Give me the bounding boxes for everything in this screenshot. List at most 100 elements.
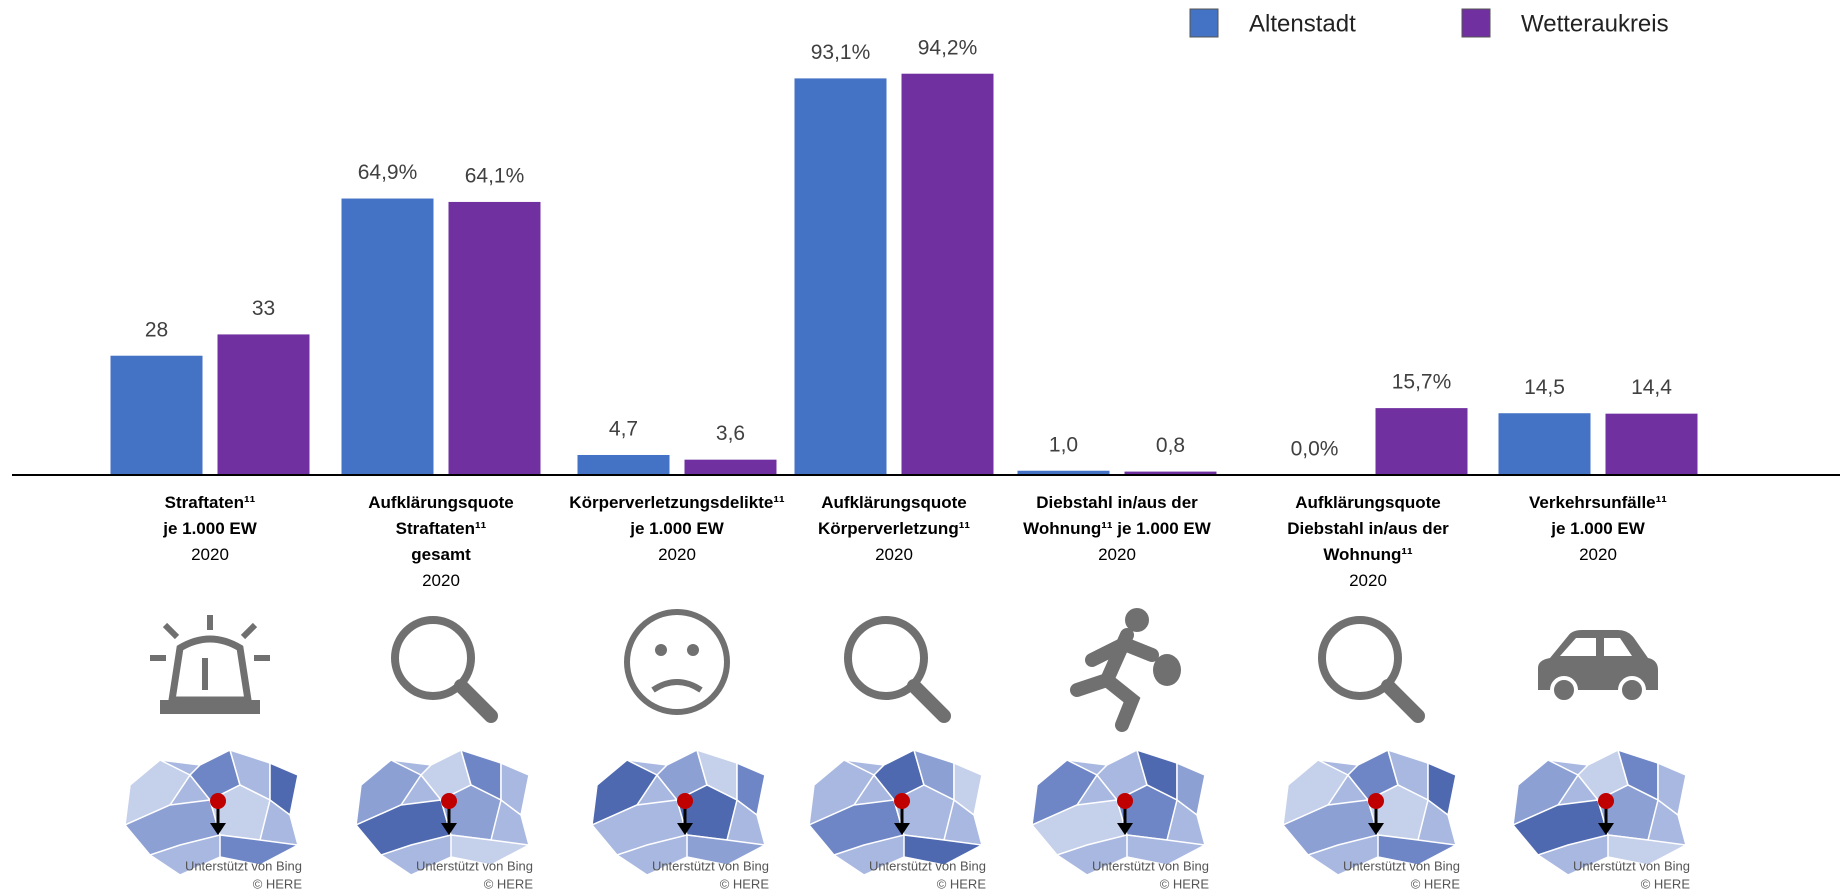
category-label: Aufklärungsquote Körperverletzung¹¹ [817,493,971,538]
map-region [1176,761,1206,817]
map-pin [1368,793,1384,809]
map: Unterstützt von Bing © HERE [1030,748,1210,891]
category-label: Straftaten¹¹ je 1.000 EW [163,493,257,538]
map-pin [210,823,226,835]
map-pin [1117,823,1133,835]
icon-part [1550,676,1578,704]
map-pin [894,823,910,835]
map-pin [210,793,226,809]
category-year: 2020 [191,545,229,564]
icon-part [1538,630,1658,690]
value-label: 28 [145,318,168,341]
bar [794,78,887,476]
map-pin [441,793,457,809]
icon-part [167,635,253,704]
map: Unterstützt von Bing © HERE [123,748,303,891]
map-region [953,761,983,817]
icon [150,615,270,714]
bar [901,73,994,475]
map-pin [1598,823,1614,835]
icon-part [1070,628,1159,732]
bar [110,355,203,475]
icon-part [1125,608,1149,632]
legend-label: Altenstadt [1249,10,1356,37]
category-label: Aufklärungsquote Diebstahl in/aus der Wo… [1287,493,1449,564]
map-credit: © HERE [1641,876,1691,891]
category-label: Aufklärungsquote Straftaten¹¹ gesamt [368,493,514,564]
value-label: 3,6 [716,422,745,445]
value-label: 93,1% [811,41,871,64]
icon-part [160,700,260,714]
icon-part [687,644,699,656]
category-year: 2020 [422,571,460,590]
map-credit: Unterstützt von Bing [1092,858,1209,873]
value-label: 64,1% [465,164,525,187]
bar [1605,413,1698,475]
map-region [1377,834,1459,866]
icon [624,609,730,715]
bar [684,459,777,475]
bar [217,334,310,475]
category-year: 2020 [875,545,913,564]
icon [844,616,951,723]
icon-part [655,644,667,656]
map-credit: © HERE [1411,876,1461,891]
map-pin [677,823,693,835]
map: Unterstützt von Bing © HERE [354,748,533,891]
icon-part [454,679,498,723]
map-region [500,761,530,817]
icon [1318,616,1425,723]
map-region [1282,759,1350,827]
category: Körperverletzungsdelikte¹¹ je 1.000 EW 20… [562,490,792,568]
map-pin [1368,823,1384,835]
icon-part [651,679,703,693]
icon [1070,608,1181,732]
map-region [355,759,423,827]
bar [341,198,434,475]
map: Unterstützt von Bing © HERE [1511,748,1691,891]
bar [448,201,541,475]
map-credit: Unterstützt von Bing [416,858,533,873]
icon-part [150,615,270,661]
map-credit: © HERE [253,876,303,891]
category-year: 2020 [1098,545,1136,564]
map-pin [1117,793,1133,809]
bar [577,454,670,475]
map-credit: Unterstützt von Bing [869,858,986,873]
bar [1017,470,1110,475]
map-region [1607,834,1689,866]
map: Unterstützt von Bing © HERE [1281,748,1461,891]
map-region [450,834,532,866]
icon-part [1381,679,1425,723]
legend-swatch [1461,8,1491,38]
map-credit: © HERE [720,876,770,891]
map-pin [894,793,910,809]
map-region [903,834,985,866]
category-label: Körperverletzungsdelikte¹¹ je 1.000 EW [569,493,785,538]
map-credit: © HERE [1160,876,1210,891]
category: Diebstahl in/aus der Wohnung¹¹ je 1.000 … [1002,490,1232,568]
map-region [1031,759,1099,827]
map-pin [677,793,693,809]
category-year: 2020 [1579,545,1617,564]
map-region [591,759,659,827]
category-label: Diebstahl in/aus der Wohnung¹¹ je 1.000 … [1023,493,1211,538]
icon-part [624,609,730,715]
icon-part [391,616,475,700]
legend-label: Wetteraukreis [1521,10,1669,37]
map-region [1427,761,1457,817]
value-label: 33 [252,297,275,320]
category-label: Verkehrsunfälle¹¹ je 1.000 EW [1529,493,1667,538]
map-region [736,761,766,817]
value-label: 14,5 [1524,376,1565,399]
map-region [269,761,299,817]
map-pin [441,823,457,835]
map-credit: Unterstützt von Bing [185,858,302,873]
icon-part [907,679,951,723]
value-label: 15,7% [1392,371,1452,394]
value-label: 1,0 [1049,433,1078,456]
value-label: 64,9% [358,161,418,184]
value-label: 0,0% [1291,438,1339,461]
value-label: 0,8 [1156,434,1185,457]
